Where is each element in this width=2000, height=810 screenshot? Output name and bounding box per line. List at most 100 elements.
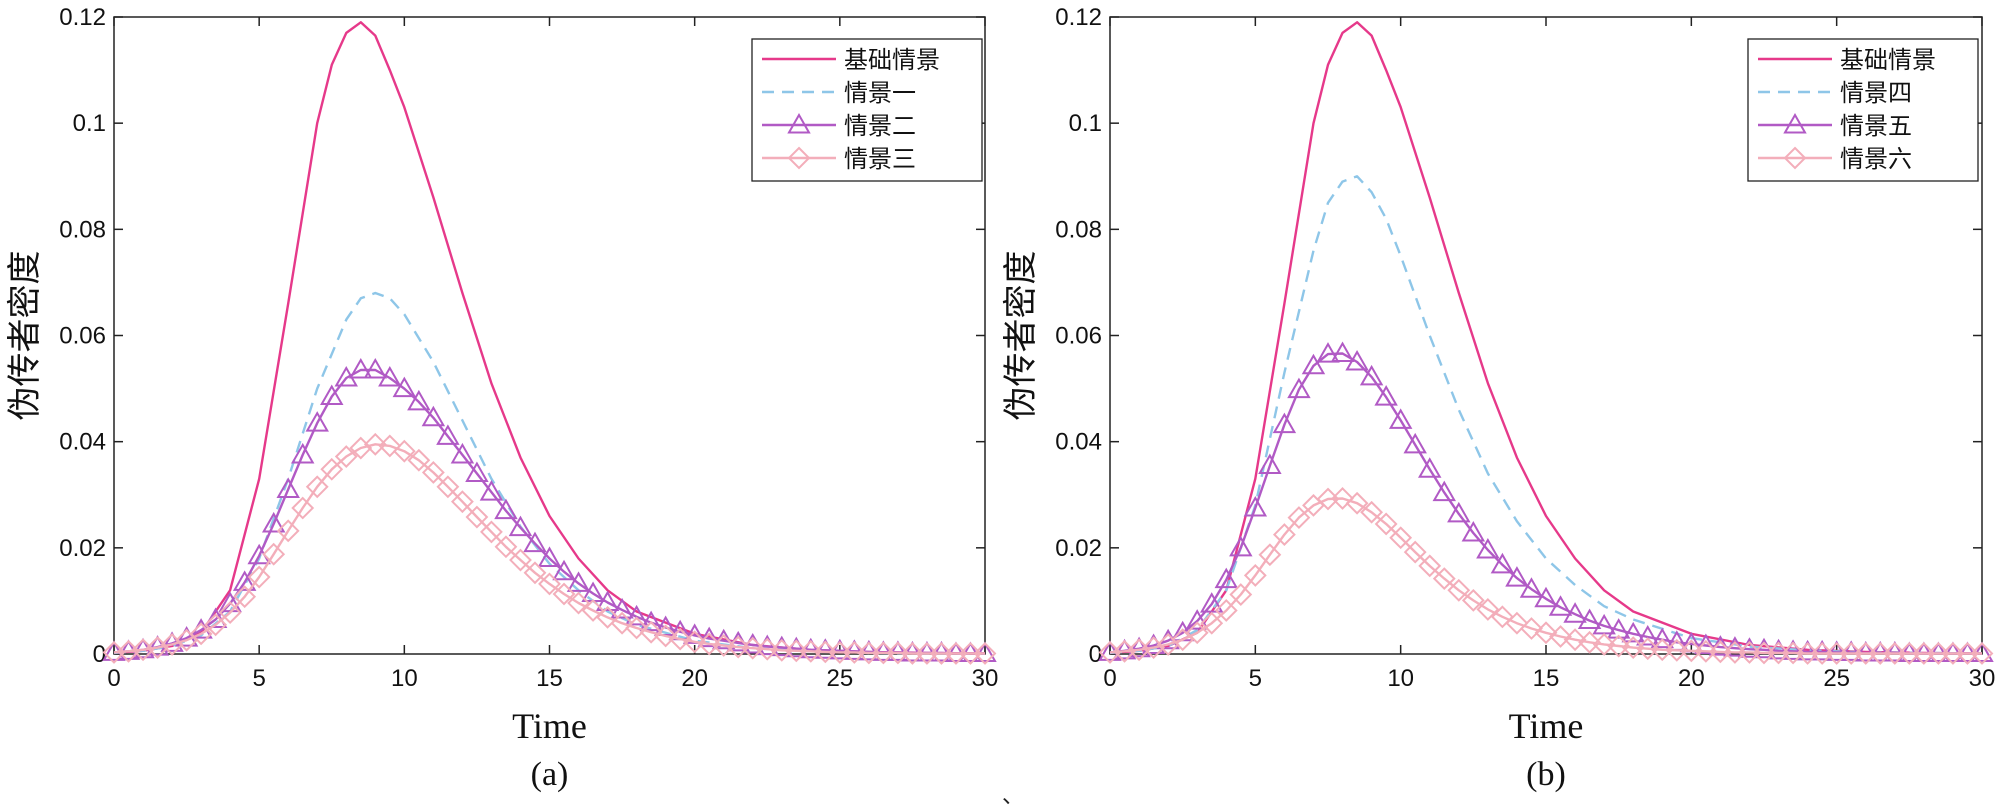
data-point-triangle — [842, 639, 867, 660]
x-tick-label: 25 — [826, 665, 853, 692]
x-tick-label: 25 — [1823, 665, 1850, 692]
data-point-triangle — [320, 384, 344, 406]
data-point-diamond — [567, 591, 590, 615]
data-point-diamond — [1403, 540, 1427, 564]
data-point-triangle — [421, 405, 446, 427]
data-point-diamond — [1578, 630, 1602, 654]
data-point-diamond — [770, 638, 794, 662]
data-point-diamond — [1621, 636, 1645, 660]
data-point-diamond — [509, 548, 532, 572]
data-point-diamond — [1563, 628, 1587, 652]
data-point-triangle — [1243, 496, 1268, 517]
data-point-triangle — [276, 477, 300, 498]
data-point-diamond — [320, 457, 344, 481]
data-point-triangle — [1839, 640, 1863, 661]
data-point-diamond — [973, 642, 997, 665]
data-point-triangle — [1519, 577, 1544, 598]
x-tick-label: 5 — [1249, 665, 1262, 692]
legend-label: 基础情景 — [1840, 46, 1936, 74]
data-point-triangle — [1229, 535, 1253, 557]
data-point-triangle — [624, 604, 649, 626]
data-point-triangle — [1432, 480, 1456, 502]
panel-label: (b) — [1526, 756, 1566, 793]
legend-marker-triangle — [787, 112, 811, 134]
data-point-triangle — [784, 636, 809, 658]
legend-marker-triangle — [1783, 112, 1807, 134]
data-point-triangle — [203, 607, 228, 628]
data-point-triangle — [1287, 377, 1311, 399]
data-point-diamond — [1345, 491, 1369, 515]
data-point-diamond — [1200, 611, 1224, 635]
y-tick-label: 0.08 — [1055, 216, 1102, 243]
data-point-triangle — [799, 637, 823, 659]
data-point-triangle — [1330, 341, 1355, 363]
data-point-triangle — [465, 461, 489, 483]
x-tick-label: 10 — [391, 665, 418, 692]
series-line — [113, 443, 985, 655]
data-point-diamond — [494, 535, 518, 559]
data-point-diamond — [1592, 633, 1616, 656]
data-point-triangle — [1388, 408, 1413, 429]
data-point-diamond — [1505, 611, 1529, 635]
legend-label: 情景一 — [844, 79, 916, 107]
data-point-diamond — [552, 582, 576, 606]
data-point-triangle — [378, 365, 402, 387]
data-point-diamond — [1607, 634, 1631, 658]
data-point-diamond — [697, 632, 721, 656]
x-tick-label: 15 — [536, 665, 563, 692]
data-point-diamond — [1520, 617, 1543, 640]
y-tick-label: 0.06 — [59, 323, 106, 350]
data-point-triangle — [828, 638, 852, 660]
data-point-diamond — [291, 496, 315, 520]
chart-panel-b: 0 5 10 15 20 25 30 0 0.02 0.04 0.06 0.08 0.1 0.12 Time… — [1001, 4, 1995, 793]
data-point-triangle — [1359, 364, 1384, 386]
data-point-diamond — [436, 475, 460, 499]
data-point-triangle — [349, 357, 373, 379]
data-point-triangle — [1548, 595, 1573, 616]
separator-mark: 、 — [1002, 783, 1025, 808]
data-point-diamond — [1185, 621, 1209, 645]
data-point-triangle — [1272, 412, 1297, 434]
data-point-triangle — [407, 389, 431, 411]
data-point-triangle — [1185, 609, 1209, 630]
data-point-triangle — [450, 442, 475, 464]
data-point-triangle — [1301, 353, 1326, 375]
data-point-diamond — [842, 640, 866, 664]
legend-marker-diamond — [1783, 146, 1807, 170]
x-tick-label: 20 — [1678, 665, 1705, 692]
data-point-triangle — [1476, 537, 1500, 559]
data-point-diamond — [1549, 625, 1572, 648]
y-tick-label: 0.1 — [73, 110, 106, 137]
data-point-diamond — [1476, 597, 1500, 621]
data-point-diamond — [639, 620, 663, 644]
data-point-diamond — [1389, 526, 1413, 550]
data-point-diamond — [712, 634, 736, 657]
data-point-diamond — [1272, 523, 1296, 546]
data-point-triangle — [639, 610, 663, 632]
data-point-triangle — [1650, 627, 1674, 649]
x-tick-label: 15 — [1533, 665, 1560, 692]
data-point-triangle — [494, 498, 518, 520]
data-point-diamond — [465, 505, 489, 529]
data-point-diamond — [726, 635, 750, 659]
data-point-diamond — [1636, 637, 1660, 661]
data-point-diamond — [1418, 554, 1442, 578]
y-tick-label: 0.02 — [59, 535, 106, 562]
data-point-diamond — [1534, 621, 1558, 645]
data-point-diamond — [363, 432, 387, 456]
x-tick-label: 30 — [1969, 665, 1996, 692]
x-axis-label: Time — [512, 706, 587, 746]
series-line — [1109, 21, 1983, 655]
legend-label: 情景二 — [844, 112, 916, 140]
data-point-triangle — [1810, 639, 1834, 661]
data-point-diamond — [813, 640, 837, 664]
data-point-diamond — [189, 622, 213, 646]
data-point-diamond — [1665, 638, 1689, 662]
data-point-diamond — [450, 490, 474, 514]
data-point-triangle — [232, 570, 257, 591]
data-point-diamond — [233, 585, 257, 609]
data-point-triangle — [537, 546, 562, 567]
data-point-diamond — [1214, 599, 1238, 622]
data-point-triangle — [363, 357, 388, 379]
y-axis-label: 伪传者密度 — [1001, 251, 1041, 421]
